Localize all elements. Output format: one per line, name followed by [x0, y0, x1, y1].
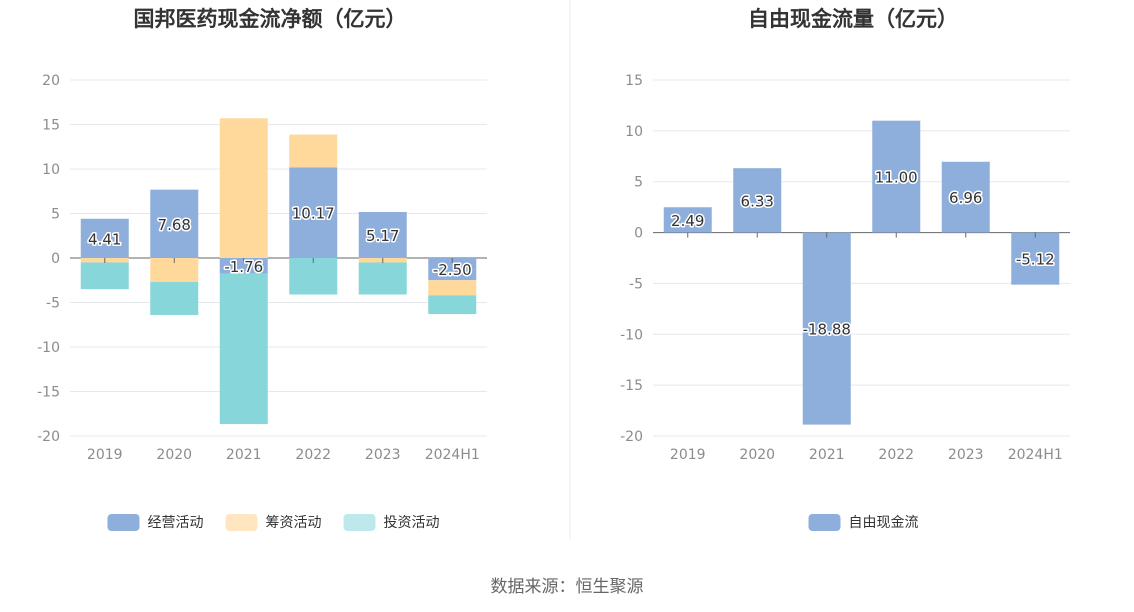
bar-自由现金流-2019 — [663, 207, 712, 233]
x-tick-label: 2021 — [226, 447, 262, 463]
legend-swatch — [808, 514, 841, 531]
legend-label: 经营活动 — [148, 515, 204, 531]
bar-投资活动-2021 — [219, 273, 268, 425]
x-tick-label: 2022 — [295, 447, 331, 463]
bar-经营活动-2024H1 — [428, 258, 477, 281]
data-label: 10.17 — [292, 205, 335, 223]
y-tick-label: -15 — [620, 378, 643, 394]
data-label: 11.00 — [875, 169, 918, 187]
y-tick-label: 5 — [51, 207, 60, 223]
bar-筹资活动-2022 — [289, 134, 338, 168]
bar-经营活动-2022 — [289, 167, 338, 258]
bar-经营活动-2023 — [358, 211, 407, 258]
data-label: -5.12 — [1016, 251, 1055, 269]
chart-title: 国邦医药现金流净额（亿元） — [134, 7, 407, 31]
cash-flow-chart: 国邦医药现金流净额（亿元） 20 15 10 5 0 -5 -10 -15 -20 2019 4.41… — [37, 7, 487, 531]
legend-label: 自由现金流 — [849, 515, 919, 531]
x-tick-label: 2024H1 — [1008, 447, 1063, 463]
legend-swatch — [225, 514, 258, 531]
y-tick-label: -5 — [629, 276, 643, 292]
legend-label: 筹资活动 — [266, 514, 322, 531]
bar-自由现金流-2024H1 — [1011, 232, 1060, 285]
y-tick-label: -20 — [620, 429, 643, 445]
bar-筹资活动-2021 — [219, 118, 268, 259]
bar-投资活动-2023 — [358, 262, 407, 295]
y-tick-label: 10 — [42, 162, 60, 178]
data-label: -2.50 — [433, 261, 472, 279]
legend-label: 投资活动 — [384, 515, 440, 531]
bar-自由现金流-2021 — [802, 232, 851, 425]
data-label: 7.68 — [158, 216, 191, 234]
legend-swatch — [343, 514, 376, 531]
x-tick-label: 2019 — [670, 447, 706, 463]
bar-自由现金流-2022 — [872, 120, 921, 233]
legend-swatch — [107, 514, 140, 531]
bar-投资活动-2019 — [80, 262, 129, 290]
bar-经营活动-2020 — [150, 189, 199, 258]
bar-投资活动-2024H1 — [428, 295, 477, 315]
bar-自由现金流-2020 — [733, 168, 782, 233]
y-tick-label: 0 — [51, 251, 60, 267]
x-tick-label: 2023 — [948, 447, 984, 463]
data-label: 6.96 — [949, 189, 982, 207]
x-tick-label: 2020 — [739, 447, 775, 463]
x-tick-label: 2020 — [156, 447, 192, 463]
y-tick-label: 5 — [634, 175, 643, 191]
y-tick-label: 0 — [634, 226, 643, 242]
y-tick-label: 15 — [625, 73, 643, 89]
bar-经营活动-2019 — [80, 218, 129, 258]
free-cash-flow-chart: 自由现金流量（亿元） 15 10 5 0 -5 -10 -15 -20 2019 2.49 2020 6… — [620, 7, 1070, 531]
y-tick-label: -10 — [37, 340, 60, 356]
bar-筹资活动-2024H1 — [428, 280, 477, 296]
y-tick-label: -20 — [37, 429, 60, 445]
data-label: 4.41 — [88, 230, 121, 248]
data-source-note: 数据来源：恒生聚源 — [491, 577, 644, 597]
data-label: -1.76 — [224, 258, 263, 276]
y-tick-label: -5 — [46, 296, 60, 312]
y-tick-label: 10 — [625, 124, 643, 140]
bar-自由现金流-2023 — [941, 161, 990, 233]
x-tick-label: 2022 — [878, 447, 914, 463]
y-tick-label: 15 — [42, 118, 60, 134]
bar-投资活动-2022 — [289, 258, 338, 295]
x-tick-label: 2024H1 — [425, 447, 480, 463]
bar-投资活动-2020 — [150, 282, 199, 315]
x-tick-label: 2019 — [87, 447, 123, 463]
y-tick-label: 20 — [42, 73, 60, 89]
data-label: 2.49 — [671, 212, 704, 230]
bar-经营活动-2021 — [219, 258, 268, 274]
y-tick-label: -15 — [37, 385, 60, 401]
data-label: 6.33 — [741, 192, 774, 210]
x-tick-label: 2021 — [809, 447, 845, 463]
y-tick-label: -10 — [620, 327, 643, 343]
chart-title: 自由现金流量（亿元） — [748, 7, 958, 31]
data-label: 5.17 — [366, 227, 399, 245]
data-label: -18.88 — [803, 321, 851, 339]
x-tick-label: 2023 — [365, 447, 401, 463]
